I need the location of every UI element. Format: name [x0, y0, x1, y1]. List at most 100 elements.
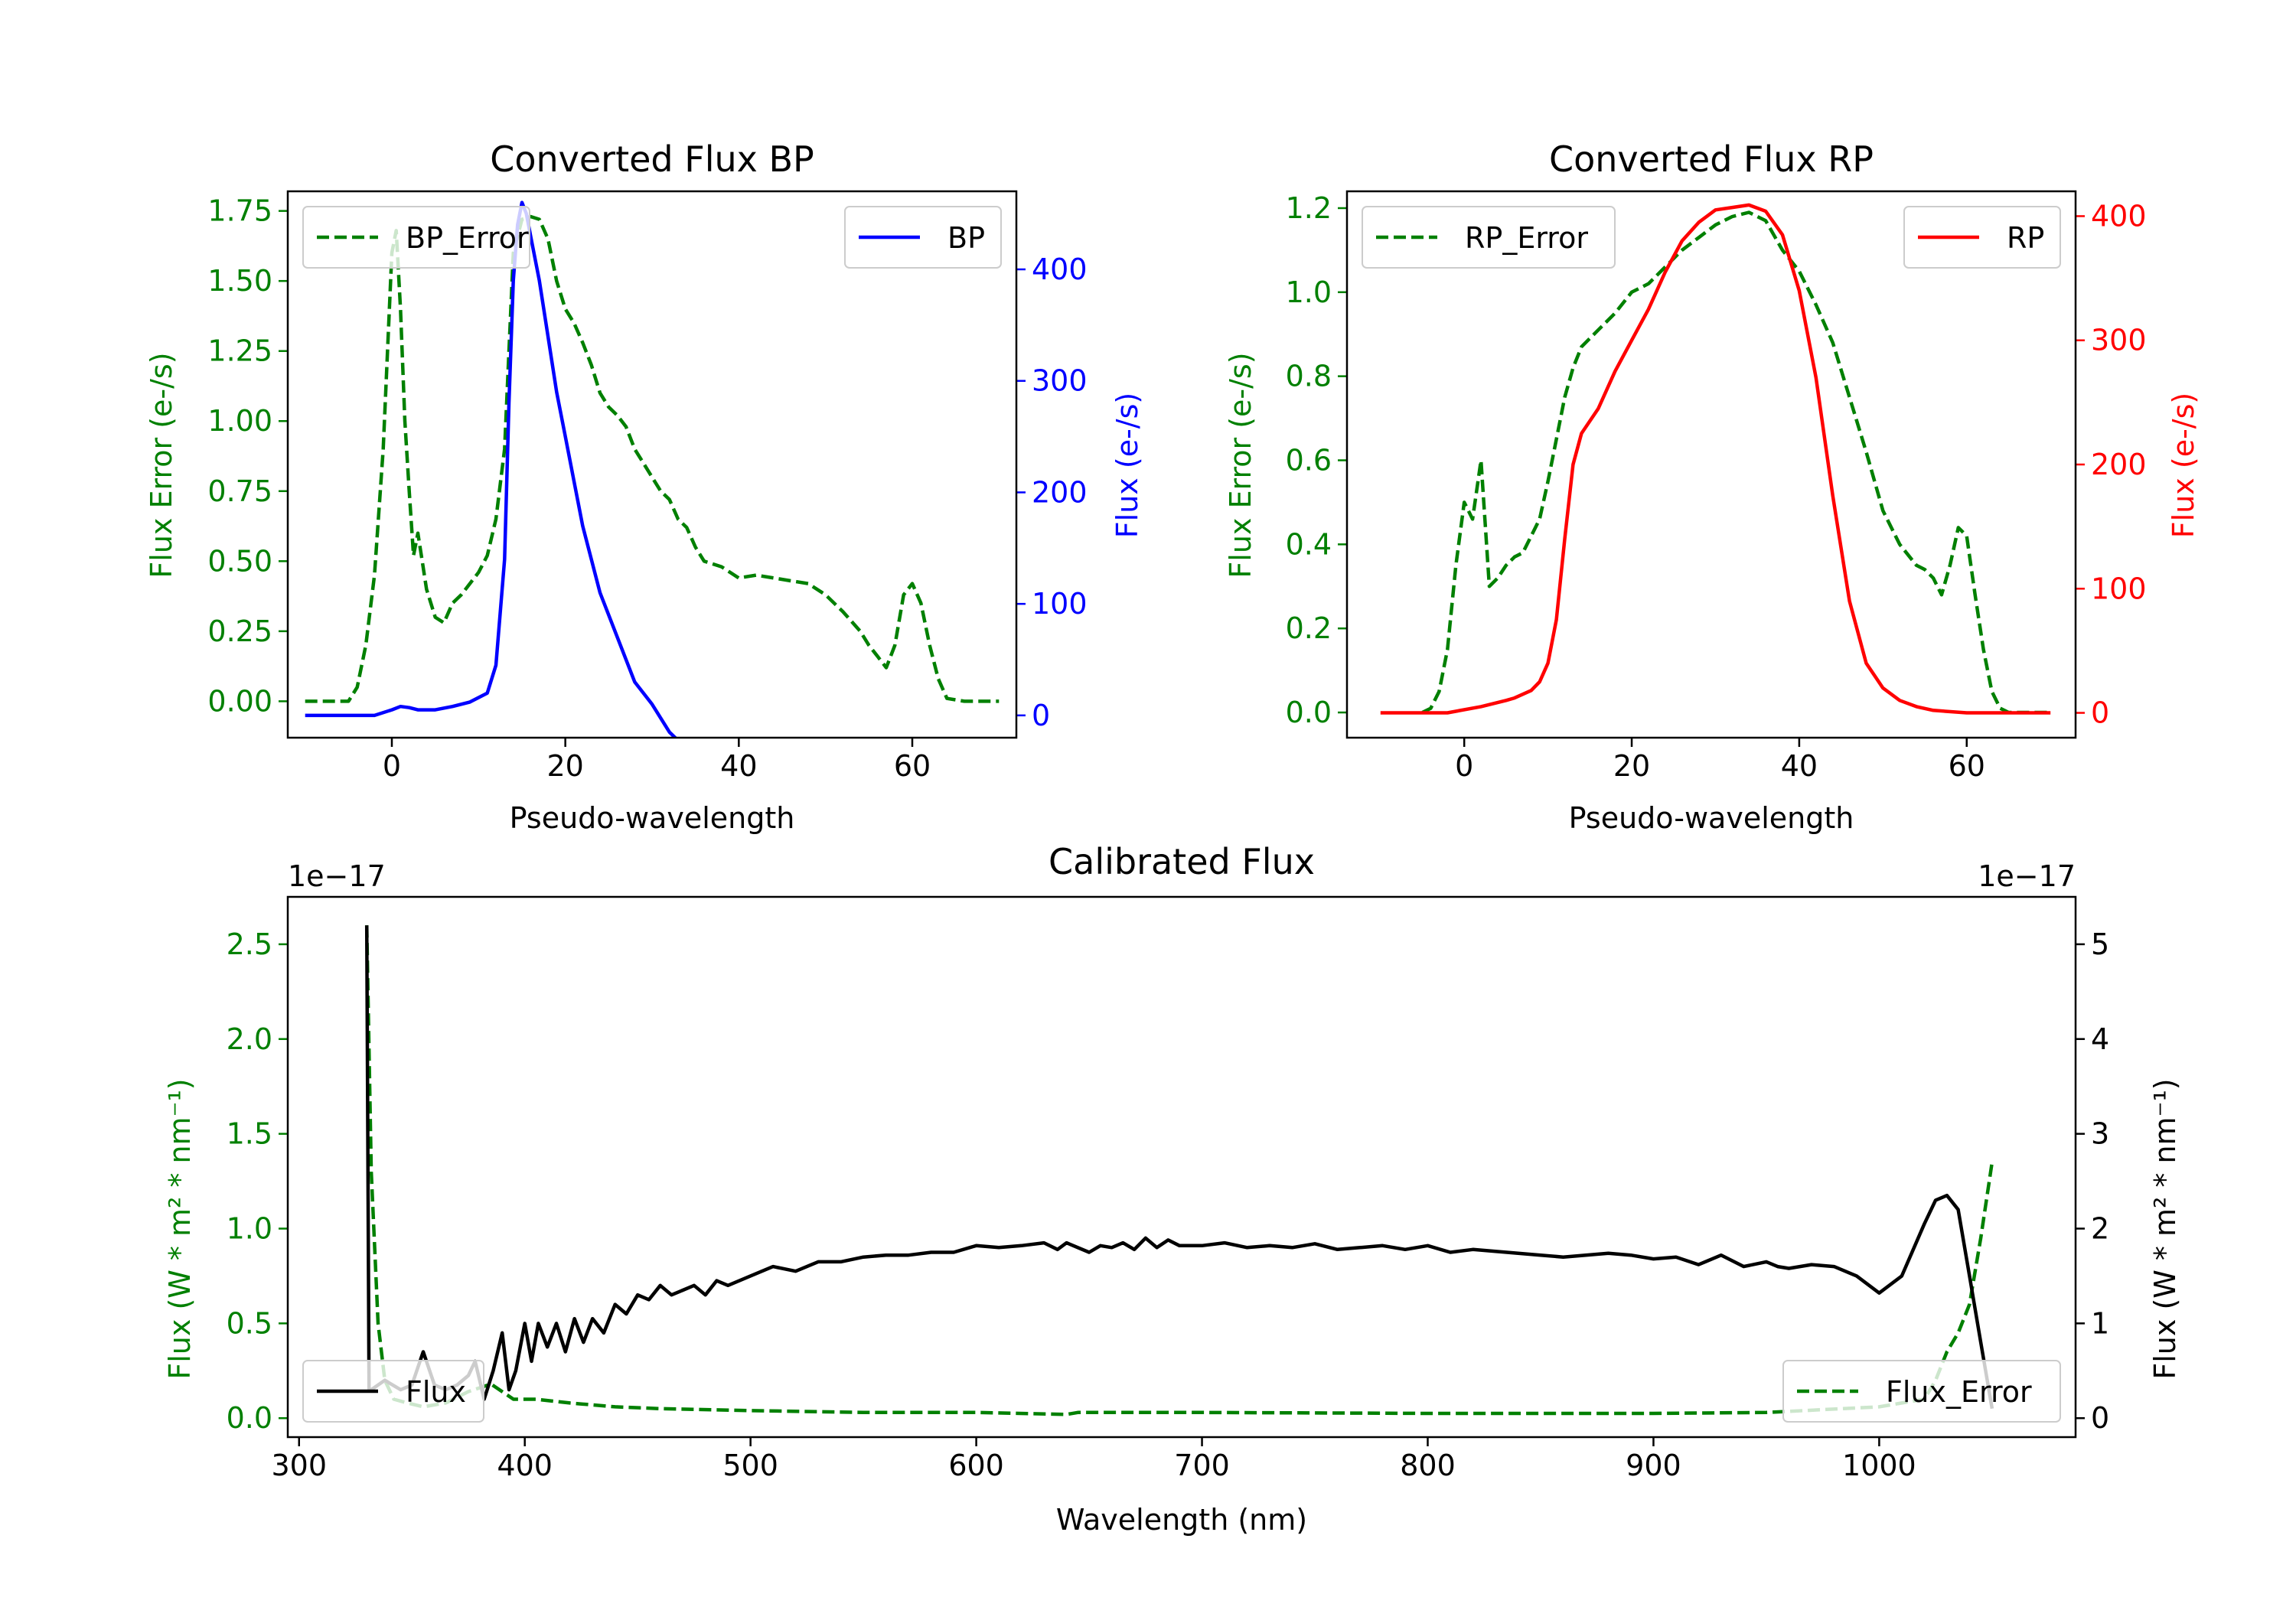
- cal-legend-right-box: [1782, 1360, 2061, 1423]
- bp-ytick-left-label: 1.75: [207, 194, 272, 228]
- bp-xtick-label: 20: [546, 749, 583, 783]
- rp-series-rp-error: [1421, 210, 2051, 715]
- rp-plot-frame: [1345, 190, 2077, 739]
- rp-yticks-left: 0.0 0.2 0.4 0.6 0.8 1.0 1.2: [1286, 191, 1347, 729]
- cal-legend-left-label: Flux: [406, 1375, 466, 1409]
- cal-xtick-label: 700: [1174, 1449, 1230, 1482]
- bp-series-bp: [305, 200, 678, 738]
- rp-legend-left-box: [1362, 206, 1616, 269]
- bp-title: Converted Flux BP: [490, 139, 814, 180]
- bp-ytick-left-label: 0.50: [207, 544, 272, 578]
- cal-legend-right-label: Flux_Error: [1886, 1375, 2032, 1409]
- bp-legend-left: BP_Error: [302, 206, 530, 269]
- rp-xlabel: Pseudo-wavelength: [1569, 801, 1854, 835]
- cal-xtick-label: 500: [722, 1449, 778, 1482]
- cal-offset-left: 1e−17: [288, 859, 386, 893]
- cal-plot-frame: [286, 895, 2077, 1439]
- bp-yticks-left: 0.00 0.25 0.50 0.75 1.00 1.25 1.50 1.75: [207, 194, 288, 718]
- cal-ylabel-left: Flux (W * m² * nm⁻¹): [163, 1078, 197, 1379]
- cal-legend-right: Flux_Error: [1782, 1360, 2061, 1423]
- bp-ytick-left-label: 1.00: [207, 404, 272, 438]
- bp-xlabel: Pseudo-wavelength: [510, 801, 795, 835]
- cal-ytick-left-label: 0.0: [227, 1401, 272, 1435]
- rp-ylabel-left: Flux Error (e-/s): [1224, 352, 1257, 578]
- rp-ytick-right-label: 0: [2091, 696, 2109, 730]
- rp-ytick-right-label: 200: [2091, 448, 2147, 481]
- rp-legend-left-label: RP_Error: [1465, 221, 1588, 255]
- cal-yticks-left: 0.0 0.5 1.0 1.5 2.0 2.5: [227, 927, 288, 1435]
- bp-xticks: 0 20 40 60: [383, 738, 931, 783]
- bp-ytick-right-label: 100: [1032, 587, 1088, 621]
- rp-yticks-right: 0 100 200 300 400: [2076, 199, 2147, 730]
- cal-xtick-label: 900: [1626, 1449, 1681, 1482]
- panel-bp: Converted Flux BP Pseudo-wavelength Flux…: [145, 139, 1144, 835]
- cal-ytick-left-label: 1.5: [227, 1117, 272, 1151]
- cal-xtick-label: 300: [271, 1449, 327, 1482]
- bp-series-bp-error: [305, 214, 1000, 703]
- rp-ytick-right-label: 300: [2091, 324, 2147, 357]
- rp-series-rp: [1380, 203, 2051, 715]
- cal-ylabel-right: Flux (W * m² * nm⁻¹): [2148, 1078, 2182, 1379]
- cal-title: Calibrated Flux: [1049, 841, 1315, 882]
- cal-ytick-left-label: 2.0: [227, 1022, 272, 1056]
- rp-ytick-left-label: 0.6: [1286, 444, 1332, 478]
- cal-offset-right: 1e−17: [1978, 859, 2076, 893]
- cal-xtick-label: 800: [1400, 1449, 1456, 1482]
- bp-ytick-right-label: 0: [1032, 699, 1050, 732]
- cal-xticks: 300 400 500 600 700 800 900 1000: [271, 1437, 1916, 1482]
- rp-ytick-right-label: 400: [2091, 199, 2147, 233]
- rp-ytick-left-label: 1.0: [1286, 275, 1332, 309]
- bp-legend-right-label: BP: [947, 221, 985, 255]
- cal-xtick-label: 400: [497, 1449, 553, 1482]
- cal-ytick-left-label: 2.5: [227, 927, 272, 961]
- bp-ytick-left-label: 1.25: [207, 334, 272, 368]
- cal-xtick-label: 1000: [1842, 1449, 1916, 1482]
- cal-ytick-right-label: 0: [2091, 1401, 2109, 1435]
- bp-ytick-left-label: 0.25: [207, 614, 272, 648]
- rp-legend-left: RP_Error: [1362, 206, 1616, 269]
- rp-ytick-left-label: 0.2: [1286, 611, 1332, 645]
- rp-ytick-left-label: 1.2: [1286, 191, 1332, 225]
- rp-legend-right: RP: [1903, 206, 2061, 269]
- rp-ytick-left-label: 0.8: [1286, 360, 1332, 393]
- rp-ytick-right-label: 100: [2091, 572, 2147, 605]
- bp-series: [305, 200, 1000, 738]
- cal-ytick-right-label: 2: [2091, 1212, 2109, 1246]
- rp-ytick-left-label: 0.4: [1286, 527, 1332, 561]
- rp-series: [1380, 203, 2051, 715]
- cal-yticks-right: 0 1 2 3 4 5: [2076, 927, 2109, 1435]
- cal-ytick-right-label: 1: [2091, 1306, 2109, 1340]
- rp-legend-right-label: RP: [2007, 221, 2044, 255]
- rp-xticks: 0 20 40 60: [1455, 738, 1985, 783]
- cal-legend-left-box: [302, 1360, 484, 1423]
- rp-ylabel-right: Flux (e-/s): [2167, 393, 2200, 538]
- bp-legend-right: BP: [844, 206, 1002, 269]
- bp-legend-left-label: BP_Error: [406, 221, 529, 255]
- rp-xtick-label: 0: [1455, 749, 1473, 783]
- bp-xtick-label: 0: [383, 749, 401, 783]
- bp-ytick-left-label: 0.00: [207, 684, 272, 718]
- rp-xtick-label: 40: [1781, 749, 1818, 783]
- bp-xtick-label: 60: [894, 749, 931, 783]
- cal-xtick-label: 600: [948, 1449, 1004, 1482]
- rp-title: Converted Flux RP: [1549, 139, 1874, 180]
- cal-ytick-left-label: 1.0: [227, 1212, 272, 1246]
- bp-ytick-left-label: 0.75: [207, 474, 272, 508]
- bp-yticks-right: 0 100 200 300 400: [1016, 253, 1088, 732]
- cal-ytick-right-label: 4: [2091, 1022, 2109, 1056]
- bp-ytick-right-label: 200: [1032, 475, 1088, 509]
- cal-series-flux: [364, 925, 1994, 1410]
- cal-ytick-right-label: 5: [2091, 927, 2109, 961]
- cal-ytick-left-label: 0.5: [227, 1306, 272, 1340]
- bp-ylabel-left: Flux Error (e-/s): [145, 352, 178, 578]
- panel-calibrated: Calibrated Flux Wavelength (nm) Flux (W …: [163, 841, 2182, 1537]
- rp-xtick-label: 60: [1949, 749, 1985, 783]
- rp-legend-right-box: [1903, 206, 2061, 269]
- panel-rp: Converted Flux RP Pseudo-wavelength Flux…: [1224, 139, 2200, 835]
- bp-ytick-right-label: 300: [1032, 364, 1088, 398]
- cal-ytick-right-label: 3: [2091, 1117, 2109, 1151]
- bp-ylabel-right: Flux (e-/s): [1110, 393, 1144, 538]
- rp-xtick-label: 20: [1613, 749, 1650, 783]
- bp-ytick-right-label: 400: [1032, 253, 1088, 286]
